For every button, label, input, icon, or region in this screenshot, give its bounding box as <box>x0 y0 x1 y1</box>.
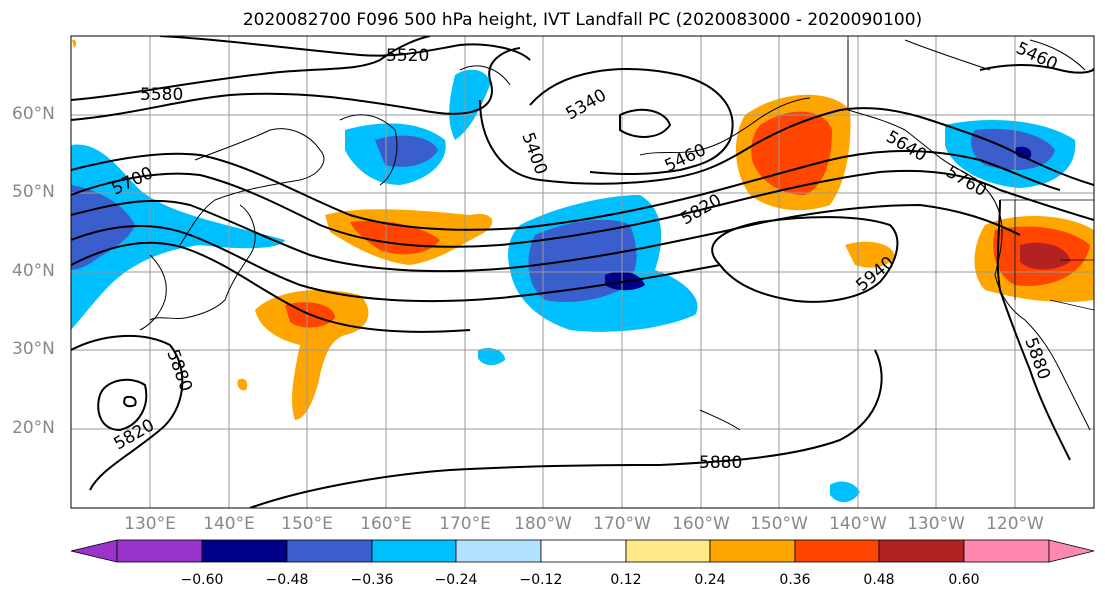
colorbar-segment <box>371 539 457 563</box>
colorbar-segment <box>540 539 627 563</box>
lat-label: 40°N <box>12 261 55 281</box>
colorbar-segment <box>455 539 542 563</box>
colorbar-tick: −0.12 <box>519 572 563 588</box>
lon-label: 180°W <box>514 514 572 534</box>
map-title: 2020082700 F096 500 hPa height, IVT Land… <box>242 10 923 30</box>
contour-label: 5460 <box>1013 38 1061 74</box>
colorbar-tick: −0.24 <box>434 572 478 588</box>
lon-label: 170°W <box>593 514 651 534</box>
height-contours <box>71 36 1094 508</box>
contour-label: 5400 <box>517 130 551 177</box>
colorbar-tick: 0.24 <box>694 572 726 588</box>
colorbar-tick: 0.48 <box>863 572 895 588</box>
contour-label: 5640 <box>883 127 930 166</box>
lon-label: 130°E <box>124 514 176 534</box>
contour-label: 5880 <box>162 347 196 394</box>
colorbar-tick: 0.12 <box>610 572 642 588</box>
colorbar-segment <box>709 539 796 563</box>
lat-label: 60°N <box>12 104 55 124</box>
contour-label: 5520 <box>386 46 429 66</box>
lat-label: 50°N <box>12 182 55 202</box>
contour-label: 5580 <box>140 85 183 105</box>
contour-label: 5880 <box>699 453 742 473</box>
colorbar-segment <box>963 539 1050 563</box>
lon-label: 130°W <box>907 514 965 534</box>
lon-label: 150°W <box>750 514 808 534</box>
colorbar-segment <box>201 539 288 563</box>
colorbar-tick: 0.36 <box>779 572 811 588</box>
contour-label: 5340 <box>563 85 610 124</box>
colorbar-segment <box>878 539 965 563</box>
colorbar-tick: −0.48 <box>265 572 309 588</box>
graticule <box>71 36 1094 508</box>
lon-label: 160°W <box>672 514 730 534</box>
colorbar-segment <box>625 539 711 563</box>
map-frame <box>70 35 1095 509</box>
colorbar-extend-min <box>70 539 118 563</box>
colorbar-extend-max <box>1048 539 1095 563</box>
colorbar-segment <box>794 539 880 563</box>
lon-label: 120°W <box>986 514 1044 534</box>
colorbar-segment <box>286 539 373 563</box>
coastlines <box>139 39 1091 431</box>
lon-label: 140°W <box>829 514 887 534</box>
lon-label: 140°E <box>203 514 255 534</box>
colorbar-tick: 0.60 <box>948 572 980 588</box>
colorbar-segment <box>116 539 203 563</box>
lon-label: 160°E <box>360 514 412 534</box>
lat-label: 20°N <box>12 418 55 438</box>
colorbar-tick: −0.60 <box>180 572 224 588</box>
colorbar-tick: −0.36 <box>350 572 394 588</box>
lon-label: 170°E <box>439 514 491 534</box>
borders <box>847 36 1094 311</box>
lon-label: 150°E <box>281 514 333 534</box>
colorbar <box>70 539 1095 563</box>
lat-label: 30°N <box>12 339 55 359</box>
